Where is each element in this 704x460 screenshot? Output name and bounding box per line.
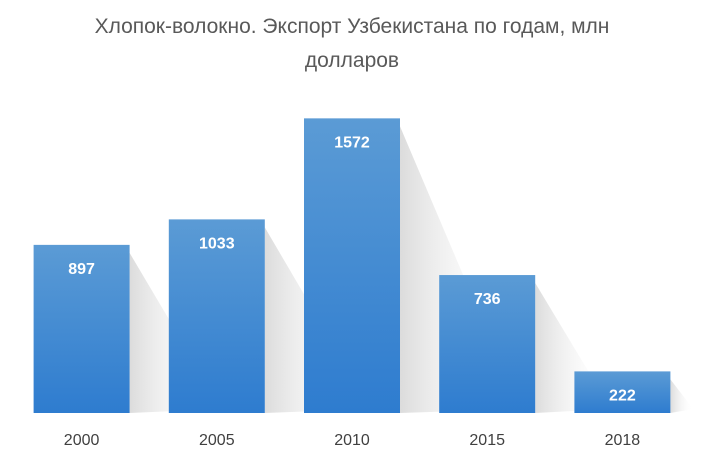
bar-2010 — [304, 118, 400, 414]
data-label-2015: 736 — [474, 291, 501, 308]
chart-title-line-2: долларов — [304, 49, 400, 72]
bar-2000 — [33, 244, 130, 413]
data-label-2010: 1572 — [334, 134, 370, 151]
chart-title: Хлопок-волокно. Экспорт Узбекистана по г… — [0, 10, 704, 78]
data-label-2000: 897 — [68, 261, 95, 278]
bar-2005 — [168, 219, 265, 413]
category-label-2005: 2005 — [199, 432, 235, 449]
bar-2015 — [439, 275, 536, 413]
bar-shadow — [670, 379, 694, 413]
data-label-2005: 1033 — [199, 235, 235, 252]
bar-2018 — [574, 371, 671, 413]
category-label-2015: 2015 — [469, 432, 505, 449]
chart-title-line-1: Хлопок-волокно. Экспорт Узбекистана по г… — [94, 15, 610, 38]
category-label-2018: 2018 — [605, 432, 641, 449]
category-label-2000: 2000 — [64, 432, 100, 449]
data-label-2018: 222 — [609, 387, 636, 404]
category-label-2010: 2010 — [334, 432, 370, 449]
